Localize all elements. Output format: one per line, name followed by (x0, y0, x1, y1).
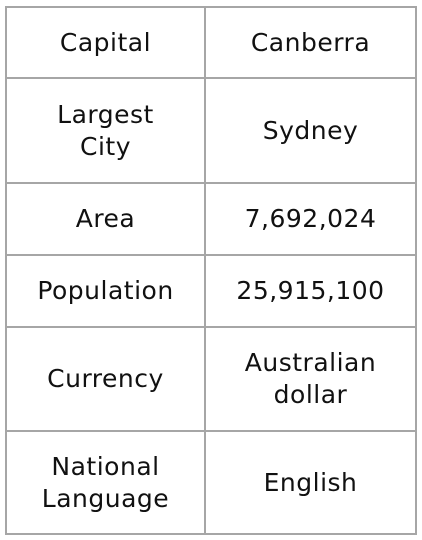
row-value-capital: Canberra (204, 6, 417, 79)
table-row: Currency Australian dollar (5, 326, 417, 432)
row-value-largest-city: Sydney (204, 77, 417, 184)
row-value-currency: Australian dollar (204, 326, 417, 432)
row-value-population: 25,915,100 (204, 254, 417, 328)
row-value-area: 7,692,024 (204, 182, 417, 256)
row-label-currency: Currency (5, 326, 206, 432)
table-row: Largest City Sydney (5, 77, 417, 184)
table-row: Area 7,692,024 (5, 182, 417, 256)
row-label-largest-city: Largest City (5, 77, 206, 184)
table-row: National Language English (5, 430, 417, 535)
row-label-national-language: National Language (5, 430, 206, 535)
table-row: Capital Canberra (5, 6, 417, 79)
row-label-population: Population (5, 254, 206, 328)
row-value-national-language: English (204, 430, 417, 535)
table-row: Population 25,915,100 (5, 254, 417, 328)
country-facts-table-wrapper: Capital Canberra Largest City Sydney Are… (5, 6, 417, 535)
row-label-capital: Capital (5, 6, 206, 79)
row-label-area: Area (5, 182, 206, 256)
country-facts-table: Capital Canberra Largest City Sydney Are… (5, 6, 417, 535)
